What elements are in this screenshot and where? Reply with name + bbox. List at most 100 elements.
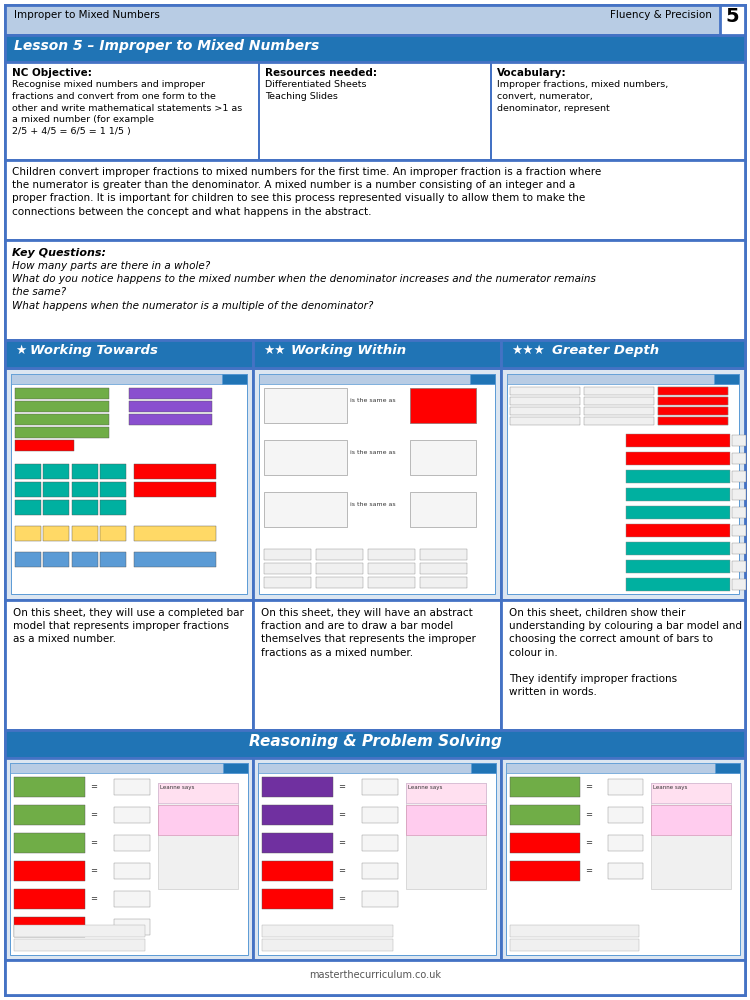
Text: Leanne says: Leanne says (407, 785, 442, 790)
Bar (733, 489, 746, 500)
Text: =: = (90, 838, 98, 847)
Text: is the same as: is the same as (350, 450, 395, 455)
Text: Fluency & Precision: Fluency & Precision (610, 10, 712, 20)
Text: Greater Depth: Greater Depth (552, 344, 659, 357)
Bar (510, 805, 580, 825)
Bar (626, 578, 730, 591)
Text: =: = (585, 866, 592, 875)
Bar (626, 524, 730, 537)
Bar (608, 779, 644, 795)
Bar (510, 939, 639, 951)
Text: On this sheet, they will use a completed bar
model that represents improper frac: On this sheet, they will use a completed… (13, 608, 244, 644)
Bar (10, 763, 248, 955)
Bar (406, 783, 487, 889)
Bar (11, 374, 247, 384)
Text: =: = (585, 838, 592, 847)
Bar (733, 525, 746, 536)
Bar (651, 805, 730, 835)
Bar (626, 506, 730, 519)
Bar (316, 577, 363, 588)
Bar (406, 805, 487, 835)
Bar (410, 388, 476, 423)
Bar (5, 600, 253, 730)
Bar (510, 387, 580, 395)
Bar (608, 863, 644, 879)
Bar (258, 62, 260, 160)
Bar (368, 549, 415, 560)
Text: Vocabulary:: Vocabulary: (497, 68, 567, 78)
Bar (264, 549, 311, 560)
Text: Children convert improper fractions to mixed numbers for the first time. An impr: Children convert improper fractions to m… (12, 167, 602, 217)
Bar (510, 417, 580, 425)
Bar (72, 482, 98, 497)
Bar (158, 783, 238, 803)
Bar (253, 758, 501, 960)
Bar (5, 5, 745, 35)
Bar (129, 401, 212, 412)
Text: Key Questions:: Key Questions: (12, 248, 106, 258)
Bar (733, 543, 746, 554)
Bar (114, 835, 150, 851)
Bar (264, 440, 346, 475)
Bar (362, 779, 398, 795)
Bar (316, 563, 363, 574)
Text: Leanne says: Leanne says (160, 785, 194, 790)
Bar (626, 542, 730, 555)
Bar (100, 482, 126, 497)
Text: 5: 5 (725, 7, 739, 26)
Bar (420, 549, 467, 560)
Bar (510, 407, 580, 415)
Text: How many parts are there in a whole?
What do you notice happens to the mixed num: How many parts are there in a whole? Wha… (12, 261, 596, 311)
Bar (406, 783, 487, 803)
Bar (15, 414, 110, 425)
Bar (14, 777, 86, 797)
Bar (584, 417, 654, 425)
Bar (362, 863, 398, 879)
Bar (134, 526, 216, 541)
Bar (11, 374, 247, 594)
Bar (658, 417, 728, 425)
Bar (5, 758, 253, 960)
Bar (368, 577, 415, 588)
Bar (158, 783, 238, 889)
Bar (651, 783, 730, 889)
Bar (100, 526, 126, 541)
Bar (420, 563, 467, 574)
Bar (658, 397, 728, 405)
Bar (5, 240, 745, 340)
Bar (15, 526, 41, 541)
Bar (44, 500, 69, 515)
Bar (5, 340, 253, 368)
Bar (410, 388, 476, 423)
Bar (264, 492, 346, 527)
Text: =: = (338, 810, 345, 819)
Text: On this sheet, they will have an abstract
fraction and are to draw a bar model
t: On this sheet, they will have an abstrac… (261, 608, 476, 658)
Bar (158, 805, 238, 835)
Bar (362, 835, 398, 851)
Bar (15, 388, 110, 399)
Text: ★★★: ★★★ (511, 344, 544, 357)
Bar (368, 563, 415, 574)
Bar (507, 374, 739, 384)
Bar (733, 507, 746, 518)
Bar (5, 35, 745, 62)
Bar (15, 552, 41, 567)
Bar (10, 763, 248, 773)
Bar (15, 427, 110, 438)
Bar (14, 925, 145, 937)
Bar (626, 452, 730, 465)
Bar (264, 563, 311, 574)
Bar (658, 417, 728, 425)
Text: =: = (585, 782, 592, 791)
Text: ★: ★ (15, 344, 26, 357)
Bar (715, 763, 740, 773)
Bar (129, 388, 212, 399)
Text: is the same as: is the same as (350, 502, 395, 507)
Bar (44, 464, 69, 479)
Bar (584, 397, 654, 405)
Bar (720, 5, 745, 35)
Bar (501, 340, 745, 368)
Bar (14, 805, 86, 825)
Bar (14, 889, 86, 909)
Text: is the same as: is the same as (350, 398, 395, 403)
